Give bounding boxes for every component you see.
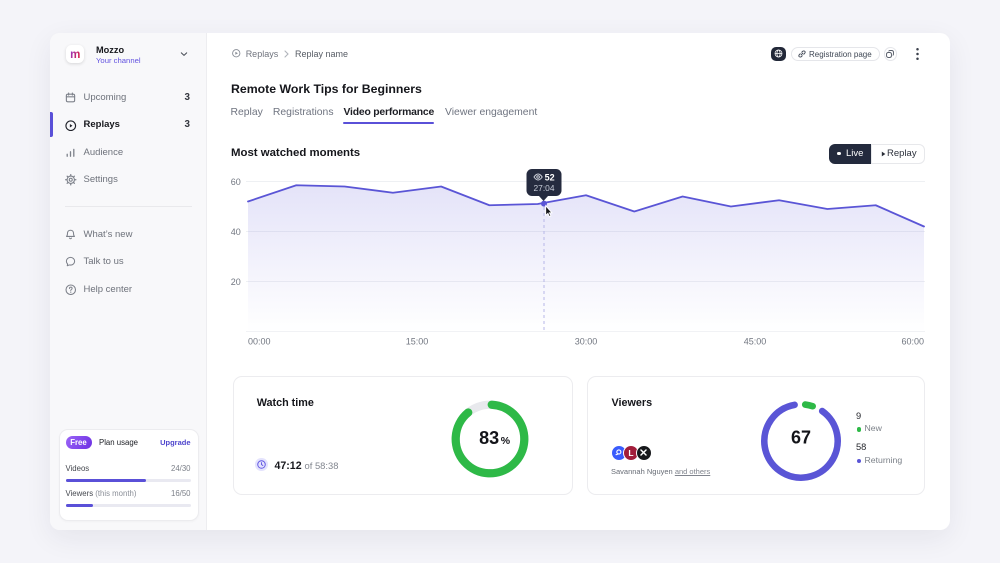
svg-text:27:04: 27:04: [534, 183, 555, 193]
svg-text:%: %: [501, 435, 511, 447]
svg-text:60: 60: [231, 177, 241, 187]
svg-text:40: 40: [231, 227, 241, 237]
svg-text:60:00: 60:00: [901, 337, 924, 347]
svg-text:00:00: 00:00: [248, 337, 271, 347]
svg-text:83: 83: [479, 428, 499, 448]
svg-text:20: 20: [231, 277, 241, 287]
svg-text:67: 67: [791, 427, 811, 447]
svg-text:30:00: 30:00: [575, 337, 598, 347]
svg-text:45:00: 45:00: [744, 337, 767, 347]
svg-text:15:00: 15:00: [406, 337, 429, 347]
svg-text:52: 52: [545, 172, 555, 182]
